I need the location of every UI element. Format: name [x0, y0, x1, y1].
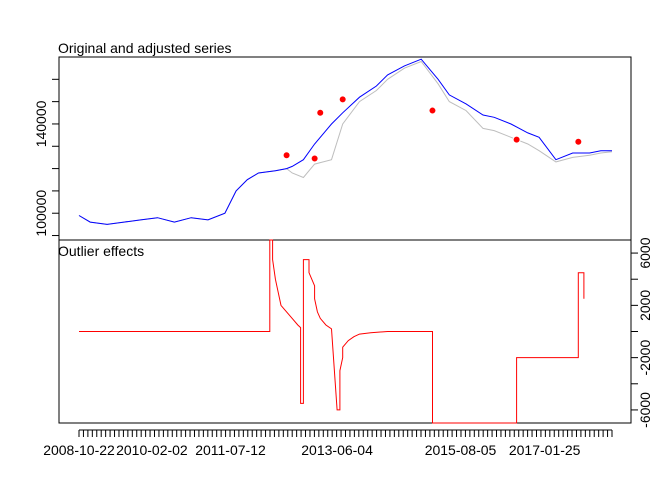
x-tick-label: 2011-07-12	[195, 442, 266, 458]
bottom-series-layer	[79, 239, 585, 424]
outlier-point	[310, 154, 319, 163]
bottom-y-tick-label: 6000	[637, 237, 653, 268]
bottom-y-tick-label: 2000	[637, 290, 653, 321]
top-y-tick-label: 100000	[33, 190, 49, 237]
x-tick-label: 2013-06-04	[301, 442, 373, 458]
bottom-y-tick-label: -6000	[637, 392, 653, 428]
x-tick-label: 2010-02-02	[116, 442, 188, 458]
outlier-point	[316, 108, 325, 117]
top-series-layer	[78, 58, 613, 225]
x-axis: 2008-10-22 2010-02-02 2011-07-12 2013-06-04…	[43, 429, 613, 458]
bottom-panel-title: Outlier effects	[58, 243, 144, 259]
outlier-point	[282, 151, 291, 160]
x-tick-label: 2015-08-05	[425, 442, 497, 458]
outlier-point	[574, 137, 583, 146]
top-panel-title: Original and adjusted series	[58, 40, 232, 56]
top-y-tick-label: 140000	[33, 100, 49, 147]
outlier-point	[338, 95, 347, 104]
bottom-y-axis: -6000 -2000 2000 6000	[630, 237, 653, 428]
outlier-point	[428, 106, 437, 115]
top-y-axis: 100000 140000	[33, 78, 60, 237]
outlier-effects-line	[79, 239, 585, 424]
x-tick-label: 2017-01-25	[509, 442, 581, 458]
bottom-y-tick-label: -2000	[637, 340, 653, 376]
x-tick-label: 2008-10-22	[43, 442, 115, 458]
outlier-point	[512, 135, 521, 144]
adjusted-series-line	[78, 58, 612, 225]
